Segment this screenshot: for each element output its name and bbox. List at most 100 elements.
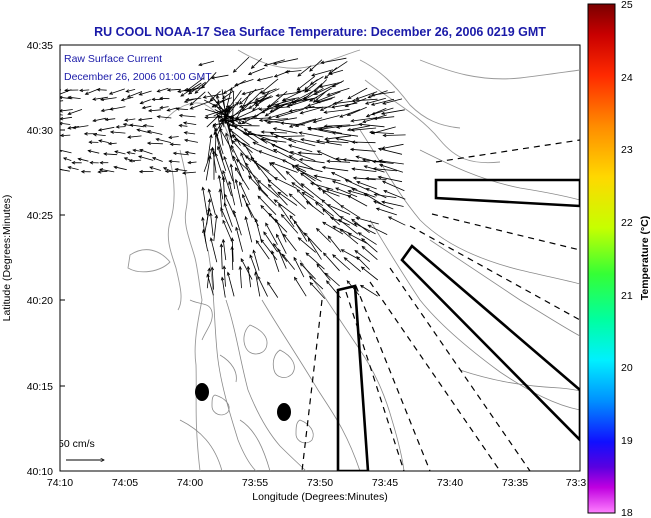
current-vector xyxy=(353,177,376,181)
current-vector-head xyxy=(172,151,177,156)
current-vector xyxy=(331,102,358,108)
current-vector-head xyxy=(267,281,271,286)
current-vector-head xyxy=(209,133,213,139)
current-vector xyxy=(378,176,403,183)
current-vector xyxy=(239,266,242,289)
current-vector-head xyxy=(98,139,103,143)
current-vector-head xyxy=(259,137,264,142)
current-vector xyxy=(361,246,378,261)
current-vector-head xyxy=(288,109,293,113)
current-vector xyxy=(388,216,406,226)
current-vector-head xyxy=(214,214,219,219)
current-vector-head xyxy=(355,155,360,159)
current-vector xyxy=(299,132,324,138)
current-vector xyxy=(217,114,224,146)
current-vector-head xyxy=(307,237,312,242)
current-vector-head xyxy=(202,95,207,99)
current-vector-head xyxy=(214,103,218,108)
current-vector-head xyxy=(303,232,308,237)
current-vector-head xyxy=(306,103,312,107)
current-vector xyxy=(313,115,340,123)
current-vector xyxy=(140,99,151,104)
current-vector-head xyxy=(320,60,325,65)
current-vector xyxy=(351,117,376,122)
current-vector-head xyxy=(289,214,294,219)
current-vector-head xyxy=(288,144,293,148)
current-vector xyxy=(309,276,324,290)
current-vector xyxy=(361,238,378,253)
x-tick-label: 74:00 xyxy=(177,477,203,489)
current-vector-head xyxy=(254,271,258,276)
current-vector xyxy=(315,91,341,103)
current-vector-head xyxy=(373,200,378,204)
current-vector-head xyxy=(288,155,293,159)
current-vector-head xyxy=(351,167,356,171)
current-vector xyxy=(285,70,302,73)
current-vector-head xyxy=(127,135,132,139)
current-vector xyxy=(332,225,352,235)
current-vector-head xyxy=(72,125,77,130)
current-vector xyxy=(259,118,289,121)
current-vector-head xyxy=(325,188,330,192)
current-vector xyxy=(368,224,388,235)
current-vector xyxy=(231,140,252,162)
current-vector-head xyxy=(194,90,199,94)
current-vector-head xyxy=(122,123,127,127)
current-vector xyxy=(222,239,227,261)
current-vector-head xyxy=(120,97,125,102)
current-vector-head xyxy=(299,110,304,115)
current-vector-head xyxy=(151,97,156,102)
current-vector xyxy=(60,159,61,161)
current-vector-head xyxy=(363,192,368,197)
current-vector-head xyxy=(326,92,331,96)
current-vector xyxy=(286,171,304,189)
current-vector-head xyxy=(238,100,243,105)
current-vector-head xyxy=(311,73,316,77)
current-vector-head xyxy=(182,121,188,125)
current-vector-head xyxy=(104,117,109,122)
current-vector-head xyxy=(261,91,266,95)
current-vector xyxy=(348,233,368,244)
current-vector-head xyxy=(335,187,340,191)
current-vector xyxy=(147,130,163,135)
current-vector-head xyxy=(309,81,314,85)
current-vector xyxy=(355,91,378,100)
current-vector xyxy=(190,91,206,106)
current-vector-head xyxy=(300,172,305,177)
current-vector xyxy=(68,166,79,170)
current-vector-head xyxy=(304,88,309,93)
current-vector-head xyxy=(275,218,279,223)
current-vector xyxy=(222,176,226,206)
current-vector xyxy=(331,172,352,183)
current-vector-head xyxy=(326,204,331,208)
current-vector xyxy=(127,151,136,155)
bathymetry-contours xyxy=(179,129,580,471)
current-vector xyxy=(167,107,178,111)
current-vector xyxy=(186,97,202,101)
current-vector xyxy=(210,90,221,101)
current-vector-head xyxy=(67,95,72,100)
current-vector-head xyxy=(137,117,142,122)
current-vector xyxy=(351,127,377,131)
current-vector-head xyxy=(324,75,329,80)
current-vector-head xyxy=(329,216,335,221)
current-vector xyxy=(211,74,229,79)
current-vector xyxy=(383,134,406,136)
current-vector-head xyxy=(319,107,324,111)
current-vector xyxy=(63,157,72,161)
current-vector-head xyxy=(103,152,108,156)
current-vector xyxy=(304,232,322,253)
current-vector xyxy=(108,142,117,145)
current-vector-head xyxy=(50,101,53,104)
current-vector xyxy=(223,266,226,287)
current-vector-head xyxy=(285,170,290,175)
current-vector-head xyxy=(304,86,309,91)
current-vector xyxy=(78,158,89,162)
current-vector xyxy=(147,142,163,145)
x-tick-label: 73:40 xyxy=(437,477,463,489)
current-vector xyxy=(79,89,90,91)
current-vector xyxy=(369,131,394,134)
current-vector xyxy=(352,141,376,144)
current-vector xyxy=(273,149,296,161)
